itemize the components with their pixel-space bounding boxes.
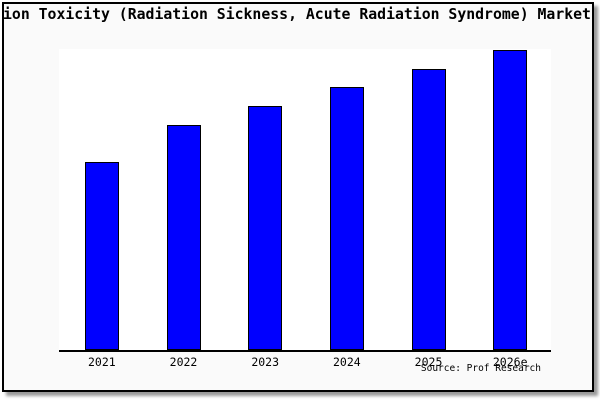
bar-column: [469, 50, 551, 350]
bar-column: [224, 106, 306, 350]
plot-area: [59, 49, 551, 352]
x-tick-label: 2025: [414, 355, 443, 369]
source-note: Source: Prof Research: [420, 363, 541, 374]
x-tick-label: 2022: [169, 355, 198, 369]
bar-2026e: [493, 50, 528, 350]
bar-2023: [248, 106, 283, 350]
bar-column: [143, 125, 225, 350]
chart-title: ion Toxicity (Radiation Sickness, Acute …: [3, 6, 591, 23]
bars-row: [59, 49, 551, 350]
x-tick-label: 2023: [251, 355, 280, 369]
bar-column: [306, 87, 388, 350]
bar-2022: [166, 125, 201, 350]
bar-2025: [411, 69, 446, 350]
bar-column: [388, 69, 470, 350]
x-axis-labels: 2021 2022 2023 2024 2025 2026e: [59, 355, 551, 369]
bar-2024: [329, 87, 364, 350]
x-tick-label: 2024: [333, 355, 361, 369]
bar-column: [61, 162, 143, 350]
bar-2021: [84, 162, 119, 350]
x-tick-label: 2026e: [492, 355, 528, 369]
x-tick-label: 2021: [87, 355, 116, 369]
